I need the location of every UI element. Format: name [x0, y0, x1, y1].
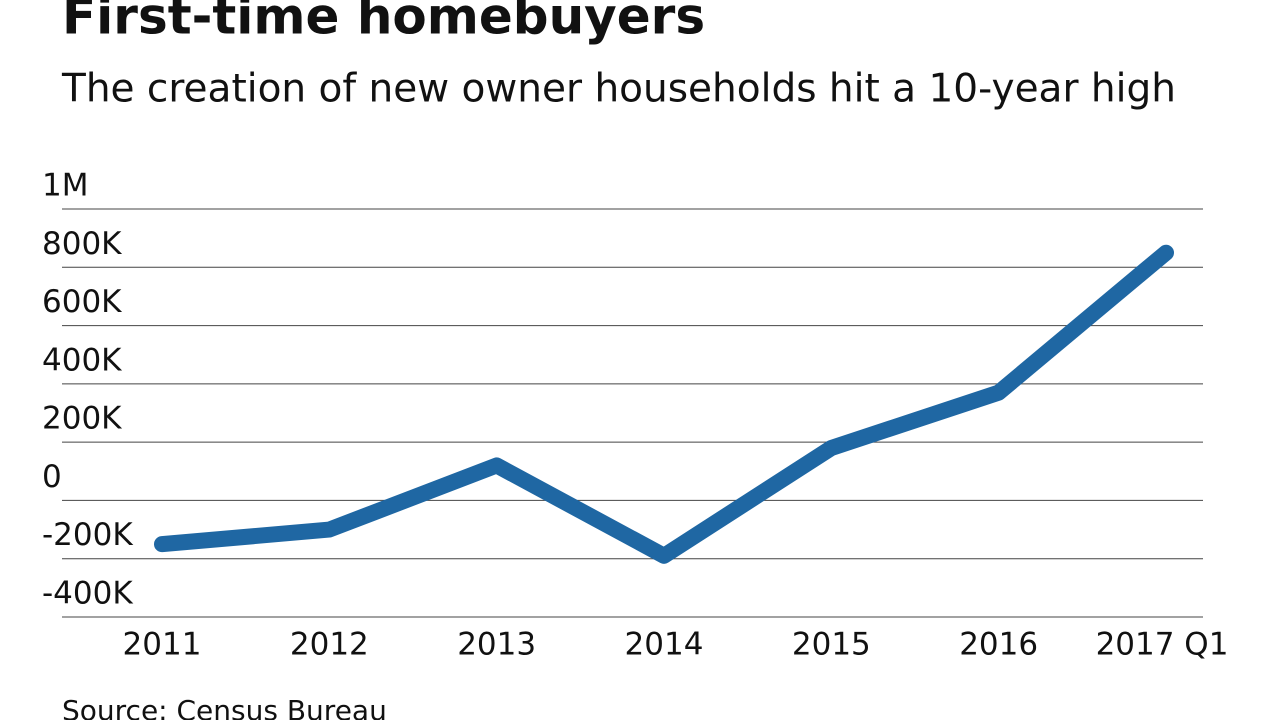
- y-tick-label: 0: [42, 459, 62, 495]
- data-line: [154, 244, 1174, 564]
- x-tick-label: 2014: [625, 627, 704, 663]
- y-tick-label: -400K: [42, 576, 133, 612]
- y-tick-label: 800K: [42, 226, 122, 262]
- y-tick-label: 200K: [42, 401, 122, 437]
- source-note: Source: Census Bureau: [62, 694, 387, 720]
- x-tick-label: 2011: [123, 627, 202, 663]
- x-tick-label: 2016: [959, 627, 1038, 663]
- chart-subtitle: The creation of new owner households hit…: [61, 67, 1176, 112]
- x-tick-label: 2015: [792, 627, 871, 663]
- x-tick-label: 2012: [290, 627, 369, 663]
- chart-title: First-time homebuyers: [62, 0, 705, 46]
- y-tick-label: 600K: [42, 284, 122, 320]
- y-tick-label: 400K: [42, 342, 122, 378]
- x-tick-label: 2013: [457, 627, 536, 663]
- x-tick-label: 2017 Q1: [1096, 627, 1229, 663]
- y-tick-label: 1M: [42, 168, 88, 204]
- y-tick-label: -200K: [42, 517, 133, 553]
